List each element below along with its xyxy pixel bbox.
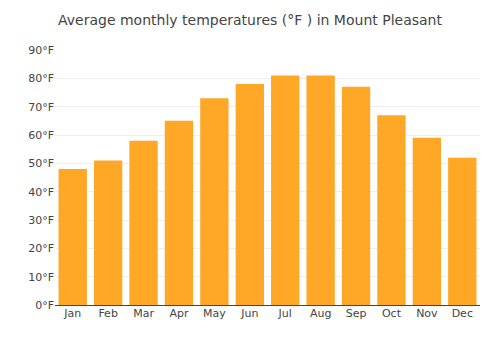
svg-text:Average monthly temperatures (: Average monthly temperatures (°F ) in Mo…: [58, 12, 442, 28]
svg-text:Jul: Jul: [278, 307, 292, 320]
svg-text:30°F: 30°F: [28, 214, 54, 227]
svg-text:Oct: Oct: [382, 307, 402, 320]
svg-text:40°F: 40°F: [28, 186, 54, 199]
svg-text:Feb: Feb: [98, 307, 117, 320]
svg-text:20°F: 20°F: [28, 242, 54, 255]
svg-text:Aug: Aug: [310, 307, 331, 320]
svg-text:50°F: 50°F: [28, 157, 54, 170]
svg-text:Jun: Jun: [240, 307, 258, 320]
svg-text:80°F: 80°F: [28, 72, 54, 85]
svg-text:Dec: Dec: [452, 307, 473, 320]
svg-text:0°F: 0°F: [35, 299, 54, 312]
svg-text:10°F: 10°F: [28, 271, 54, 284]
svg-text:Sep: Sep: [346, 307, 367, 320]
svg-text:Jan: Jan: [63, 307, 81, 320]
svg-text:Nov: Nov: [416, 307, 438, 320]
svg-text:Apr: Apr: [169, 307, 189, 320]
svg-text:70°F: 70°F: [28, 101, 54, 114]
svg-text:Mar: Mar: [133, 307, 154, 320]
svg-text:May: May: [203, 307, 226, 320]
svg-text:90°F: 90°F: [28, 44, 54, 57]
svg-text:60°F: 60°F: [28, 129, 54, 142]
